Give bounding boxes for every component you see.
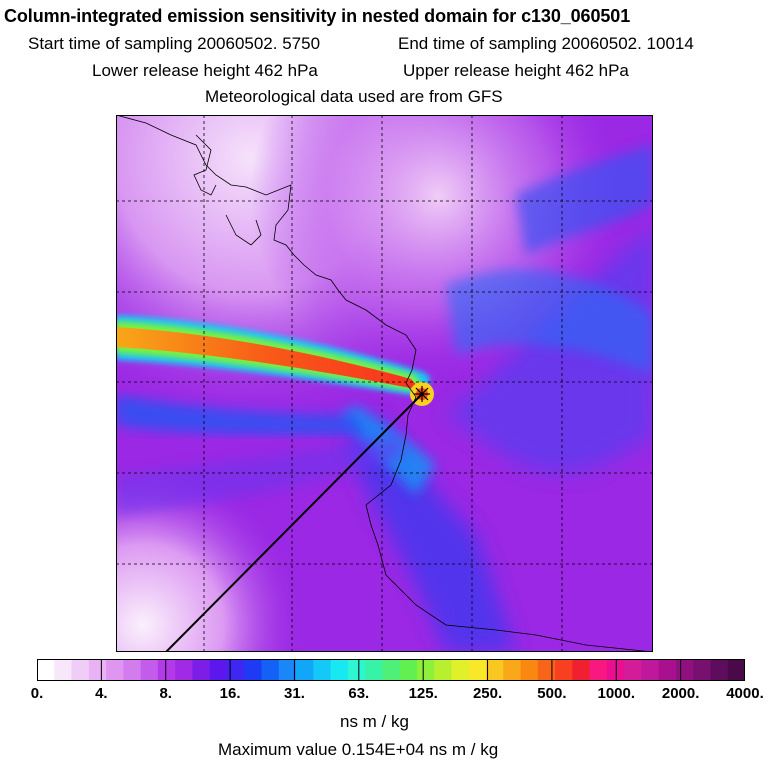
ocean-band-south (346, 415, 516, 652)
coastline-lake (225, 214, 262, 246)
colorbar-cell (399, 659, 418, 681)
flight-track (165, 393, 423, 652)
upper-release-height: Upper release height 462 hPa (403, 61, 629, 80)
colorbar-cell (365, 659, 383, 681)
colorbar-cell (468, 659, 487, 681)
colorbar-cell (88, 659, 107, 681)
maximum-value: Maximum value 0.154E+04 ns m / kg (218, 740, 499, 759)
colorbar-cell (503, 659, 522, 681)
colorbar-cell (175, 659, 194, 681)
sensitivity-map (116, 115, 653, 652)
colorbar-label: 0. (30, 685, 44, 702)
colorbar-cell (589, 659, 608, 681)
colorbar-cell (382, 659, 401, 681)
colorbar-cell (520, 659, 539, 681)
coastline (116, 115, 653, 652)
colorbar-label: 31. (284, 685, 305, 702)
sampling-end: End time of sampling 20060502. 10014 (398, 34, 694, 53)
colorbar-cell (71, 659, 90, 681)
colorbar-label: 500. (537, 685, 567, 702)
colorbar-cell (451, 659, 470, 681)
colorbar-cell (434, 659, 453, 681)
colorbar-label: 4. (95, 685, 108, 702)
sampling-start: Start time of sampling 20060502. 5750 (28, 34, 321, 53)
colorbar-cell (347, 659, 366, 681)
colorbar (37, 659, 745, 681)
colorbar-cell (485, 659, 504, 681)
colorbar-label: 1000. (597, 685, 636, 702)
colorbar-cell (675, 659, 694, 681)
ocean-band-west (116, 395, 366, 435)
colorbar-cell (106, 659, 124, 681)
met-data-source: Meteorological data used are from GFS (205, 87, 503, 106)
colorbar-label: 4000. (726, 685, 764, 702)
colorbar-cell (296, 659, 314, 681)
map-title: Column-integrated emission sensitivity i… (4, 6, 631, 26)
colorbar-cell (37, 659, 55, 681)
colorbar-cell (416, 659, 435, 681)
colorbar-cell (209, 659, 228, 681)
colorbar-cell (624, 659, 642, 681)
colorbar-unit: ns m / kg (340, 712, 409, 731)
colorbar-frame (37, 659, 745, 681)
colorbar-cell (658, 659, 677, 681)
lower-release-height: Lower release height 462 hPa (92, 61, 318, 80)
colorbar-cell (261, 659, 280, 681)
colorbar-cell (140, 659, 159, 681)
colorbar-label: 250. (472, 685, 503, 702)
colorbar-cell (572, 659, 591, 681)
colorbar-label: 16. (219, 685, 241, 702)
ocean-band-sw (116, 435, 406, 515)
colorbar-cell (123, 659, 142, 681)
colorbar-label: 125. (408, 685, 438, 702)
colorbar-cell (537, 659, 556, 681)
colorbar-cell (641, 659, 660, 681)
colorbar-cell (330, 659, 349, 681)
ocean-band-mid (446, 269, 653, 375)
colorbar-cell (244, 659, 263, 681)
map-frame (116, 115, 653, 652)
colorbar-cell (313, 659, 332, 681)
colorbar-cell (555, 659, 573, 681)
colorbar-cell (693, 659, 712, 681)
coastline-inlet (193, 134, 217, 196)
plume-core (116, 327, 421, 390)
ocean-band-ne (516, 145, 653, 255)
colorbar-cell (727, 659, 745, 681)
colorbar-cell (278, 659, 297, 681)
colorbar-label: 2000. (661, 685, 700, 702)
colorbar-cell (157, 659, 176, 681)
star-icon (414, 386, 430, 402)
colorbar-label: 8. (159, 685, 172, 702)
colorbar-label: 63. (348, 685, 370, 702)
colorbar-cell (54, 659, 73, 681)
colorbar-cell (710, 659, 729, 681)
colorbar-cell (192, 659, 211, 681)
colorbar-cell (226, 659, 245, 681)
